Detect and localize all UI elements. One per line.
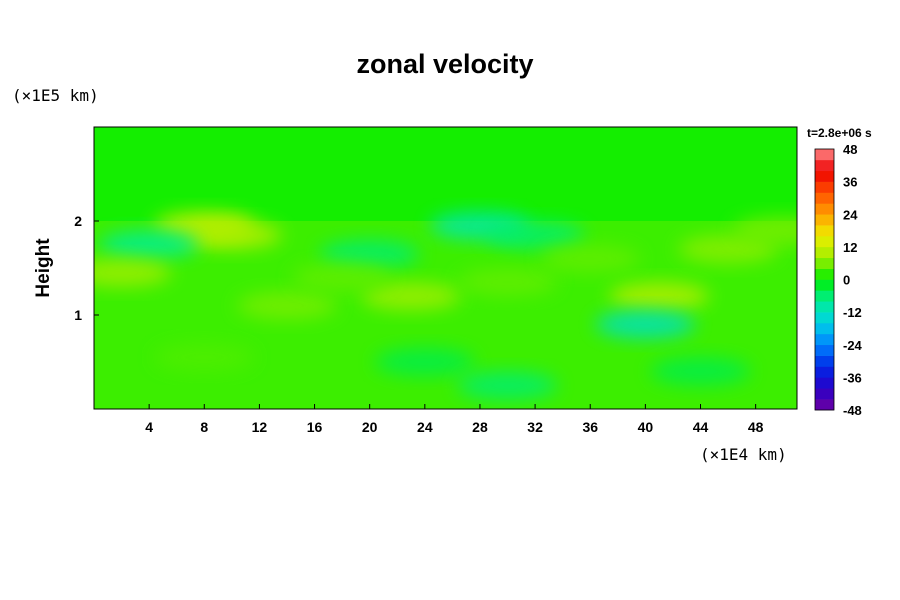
colorbar-segment <box>815 388 834 400</box>
x-axis-unit: (×1E4 km) <box>700 445 787 464</box>
x-tick-label: 16 <box>307 419 323 435</box>
colorbar-segment <box>815 312 834 324</box>
colorbar-segment <box>815 246 834 259</box>
colorbar-tick-label: 0 <box>843 273 850 288</box>
colorbar-frame <box>814 148 835 411</box>
y-axis-ticks: 12 <box>74 213 99 323</box>
y-axis-label: Height <box>33 238 54 298</box>
velocity-feature <box>361 282 462 311</box>
velocity-feature <box>457 268 558 297</box>
colorbar-segment <box>815 203 834 215</box>
colorbar-segment <box>815 170 834 182</box>
colorbar-segment <box>815 377 834 389</box>
colorbar-segment <box>815 225 834 237</box>
velocity-feature <box>678 235 779 264</box>
x-tick-label: 20 <box>362 419 378 435</box>
velocity-feature <box>154 343 255 372</box>
velocity-feature <box>650 357 751 386</box>
colorbar-tick-label: 48 <box>843 142 857 157</box>
velocity-feature <box>733 216 797 245</box>
colorbar-tick-label: -12 <box>843 305 862 320</box>
colorbar-segment <box>815 257 834 269</box>
colorbar-segment <box>815 323 834 335</box>
colorbar-segment <box>815 366 834 378</box>
x-tick-label: 28 <box>472 419 488 435</box>
colorbar-tick-label: -36 <box>843 370 862 385</box>
x-tick-label: 36 <box>582 419 598 435</box>
velocity-feature <box>485 221 586 250</box>
colorbar-tick-label: 12 <box>843 240 857 255</box>
velocity-feature <box>99 230 200 259</box>
velocity-feature <box>595 310 696 339</box>
chart-title: zonal velocity <box>356 49 533 79</box>
colorbar-segment <box>815 192 834 204</box>
y-tick-label: 2 <box>74 213 82 229</box>
colorbar-tick-label: -24 <box>843 338 863 353</box>
colorbar-segment <box>815 268 834 280</box>
x-tick-label: 48 <box>748 419 764 435</box>
colorbar-segment <box>815 159 834 172</box>
colorbar-segment <box>815 333 834 346</box>
x-tick-label: 4 <box>145 419 153 435</box>
colorbar-segment <box>815 290 834 302</box>
colorbar-tick-label: 24 <box>843 207 858 222</box>
x-tick-label: 24 <box>417 419 433 435</box>
velocity-feature <box>292 263 393 292</box>
colorbar-segment <box>815 181 834 193</box>
x-tick-label: 12 <box>252 419 268 435</box>
x-tick-label: 32 <box>527 419 543 435</box>
velocity-feature <box>181 221 282 250</box>
colorbar-tick-label: 36 <box>843 175 857 190</box>
velocity-feature <box>94 258 172 287</box>
velocity-feature <box>457 371 558 400</box>
x-tick-label: 8 <box>200 419 208 435</box>
y-tick-label: 1 <box>74 307 82 323</box>
x-tick-label: 44 <box>693 419 709 435</box>
colorbar-segment <box>815 301 834 313</box>
velocity-field <box>94 127 797 409</box>
colorbar-segment <box>815 344 834 356</box>
velocity-feature <box>236 291 337 320</box>
colorbar-segment <box>815 279 834 291</box>
colorbar-tick-label: -48 <box>843 403 862 418</box>
plot-frame <box>93 126 798 410</box>
x-tick-label: 40 <box>638 419 654 435</box>
colorbar <box>814 148 835 411</box>
velocity-feature <box>609 282 710 311</box>
colorbar-segment <box>815 355 834 367</box>
x-axis-ticks: 4 8 12 16 20 24 28 32 36 40 44 48 <box>145 404 764 435</box>
colorbar-labels: 48 36 24 12 0 -12 -24 -36 -48 <box>843 142 863 418</box>
y-axis-unit: (×1E5 km) <box>12 86 99 105</box>
velocity-feature <box>540 244 641 273</box>
colorbar-segment <box>815 214 834 226</box>
colorbar-segment <box>815 149 834 161</box>
colorbar-segment <box>815 236 834 248</box>
velocity-feature <box>319 239 420 268</box>
velocity-feature <box>374 348 475 376</box>
time-label: t=2.8e+06 s <box>807 126 872 140</box>
colorbar-segment <box>815 399 834 411</box>
